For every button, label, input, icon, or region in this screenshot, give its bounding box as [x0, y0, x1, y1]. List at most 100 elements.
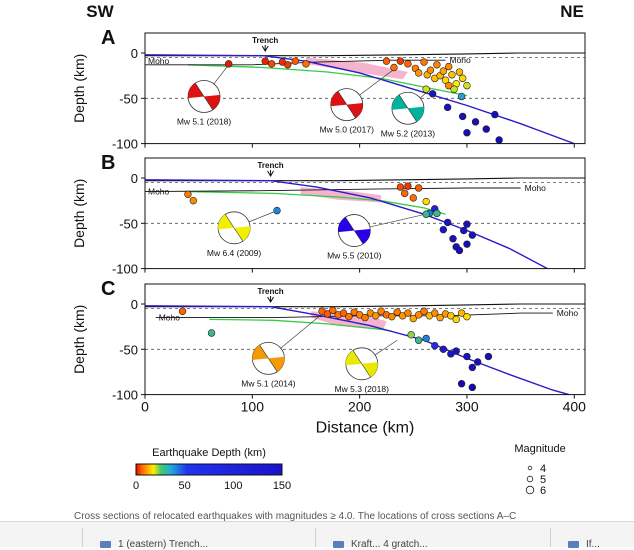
- figure-thumbnail-icon[interactable]: [333, 541, 344, 548]
- mechanism-label: Mw 5.1 (2018): [177, 116, 231, 126]
- beachball-nodal-plane: [225, 214, 244, 242]
- earthquake-event: [302, 60, 310, 68]
- colorbar-tick-label: 150: [273, 480, 291, 492]
- earthquake-event: [401, 189, 409, 198]
- colorbar: [135, 463, 283, 476]
- earthquake-event: [414, 311, 423, 319]
- earthquake-event: [468, 231, 477, 239]
- beachball-compressional-quadrant: [217, 214, 235, 230]
- beachball-compressional-quadrant: [346, 103, 363, 119]
- earthquake-event: [414, 184, 423, 192]
- figure-thumbnail-icon[interactable]: [568, 541, 579, 548]
- x-tick-label: 100: [241, 399, 265, 415]
- panel-b: Mw 6.4 (2009) Mw 5.5 (2010) Trench Moho Moho…: [71, 152, 586, 277]
- tab-separator: [315, 528, 316, 547]
- focal-mechanism-beachball: [345, 347, 379, 381]
- earthquake-event: [382, 57, 391, 65]
- magnitude-legend-label: 4: [540, 463, 546, 475]
- bottom-tab-2[interactable]: Kraft... 4 gratch...: [351, 539, 428, 550]
- earthquake-event: [329, 306, 337, 315]
- earthquake-event: [484, 352, 493, 361]
- earthquake-event: [471, 118, 480, 126]
- magnitude-legend-symbol: [526, 475, 534, 483]
- beachball-compressional-quadrant: [268, 356, 285, 372]
- earthquake-event: [468, 383, 477, 392]
- bottom-tab-1[interactable]: 1 (eastern) Trench...: [118, 539, 209, 550]
- earthquake-event: [445, 62, 453, 71]
- focal-mechanism-beachball: [391, 91, 425, 125]
- colorbar-tick-label: 100: [224, 480, 242, 492]
- focal-mechanism-beachball: [337, 214, 371, 247]
- earthquake-event: [457, 380, 466, 388]
- earthquake-event: [273, 206, 281, 215]
- earthquake-event: [420, 307, 428, 315]
- magnitude-legend-label: 6: [540, 485, 546, 497]
- y-axis-label: Depth (km): [71, 54, 87, 123]
- earthquake-event: [439, 225, 448, 234]
- trench-label: Trench: [252, 36, 278, 45]
- beachball-compressional-quadrant: [187, 83, 205, 99]
- earthquake-event: [404, 309, 412, 317]
- earthquake-event: [422, 334, 430, 343]
- earthquake-event: [420, 58, 428, 66]
- earthquake-event: [261, 57, 269, 65]
- mechanism-label: Mw 5.0 (2017): [320, 125, 374, 135]
- moho-label: Moho: [148, 56, 170, 66]
- x-tick-label: 300: [455, 399, 479, 415]
- earthquake-event: [450, 85, 458, 93]
- moho-label: Moho: [148, 187, 170, 197]
- earthquake-event: [393, 308, 401, 316]
- bottom-tab-bar: 1 (eastern) Trench... Kraft... 4 gratch.…: [0, 521, 634, 550]
- earthquake-event: [291, 57, 299, 65]
- bottom-tab-3[interactable]: If...: [586, 539, 600, 550]
- earthquake-event: [463, 352, 471, 361]
- panel-plot-area: Mw 5.1 (2014) Mw 5.3 (2018): [145, 303, 585, 395]
- earthquake-event: [207, 329, 216, 337]
- earthquake-event: [457, 92, 466, 101]
- earthquake-event: [428, 90, 437, 98]
- earthquake-event: [448, 71, 456, 79]
- trench-arrow: [267, 296, 274, 303]
- y-tick-label: 0: [131, 171, 138, 186]
- earthquake-event: [396, 57, 405, 65]
- panel-frame: [144, 32, 586, 145]
- earthquake-event: [225, 60, 233, 68]
- plate-interface-band: [306, 57, 408, 80]
- tab-separator: [550, 528, 551, 547]
- earthquake-event: [495, 136, 503, 144]
- earthquake-event: [447, 312, 455, 320]
- earthquake-event: [463, 220, 471, 228]
- figure-thumbnail-icon[interactable]: [100, 541, 111, 548]
- beachball-compressional-quadrant: [345, 350, 362, 366]
- earthquake-event: [407, 331, 415, 339]
- beachball-nodal-plane: [259, 344, 278, 372]
- earthquake-event: [491, 110, 499, 119]
- mechanism-label: Mw 5.1 (2014): [241, 378, 295, 388]
- earthquake-event: [409, 194, 417, 202]
- y-axis-label: Depth (km): [71, 305, 87, 374]
- magnitude-legend-title: Magnitude: [514, 443, 565, 455]
- earthquake-event: [409, 314, 417, 323]
- tab-separator: [82, 528, 83, 547]
- earthquake-event: [482, 125, 490, 133]
- earthquake-event: [267, 60, 276, 68]
- beachball-compressional-quadrant: [338, 217, 355, 233]
- panel-a: Mw 5.1 (2018) Mw 5.0 (2017) Mw 5.2 (2013) T…: [71, 27, 586, 152]
- panel-frame: [144, 157, 586, 270]
- beachball-compressional-quadrant: [234, 226, 251, 242]
- earthquake-event: [431, 341, 439, 350]
- earthquake-event: [396, 183, 405, 191]
- earthquake-event: [345, 312, 353, 321]
- colorbar-tick-label: 50: [179, 480, 191, 492]
- earthquake-event: [433, 61, 441, 69]
- earthquake-event: [463, 81, 471, 90]
- earthquake-event: [284, 61, 292, 69]
- beachball-nodal-plane: [337, 91, 356, 119]
- focal-mechanism-beachball: [217, 211, 251, 245]
- green-reference-line: [187, 190, 446, 215]
- panel-c: Mw 5.1 (2014) Mw 5.3 (2018) Trench Moho Moho…: [71, 278, 586, 403]
- slab-line: [145, 54, 575, 144]
- earthquake-event: [339, 309, 348, 317]
- earthquake-event: [473, 358, 482, 366]
